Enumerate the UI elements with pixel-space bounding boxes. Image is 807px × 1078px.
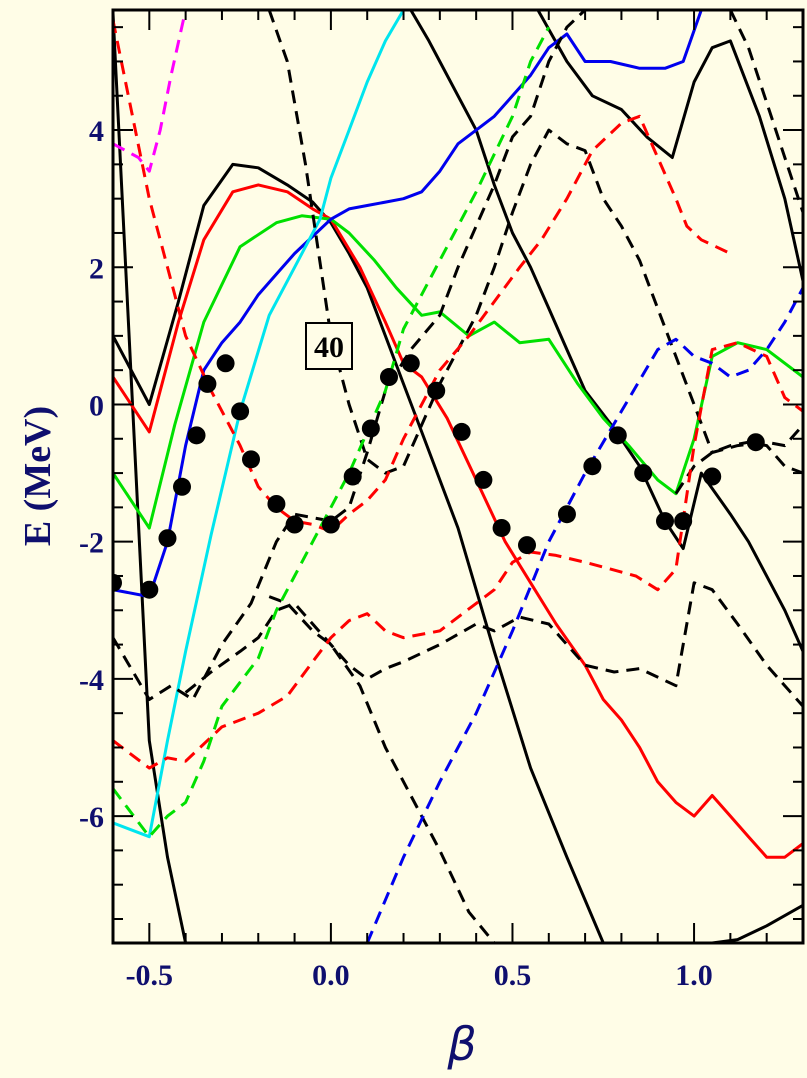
data-point-2 — [140, 580, 159, 599]
annotation-frame — [305, 322, 353, 370]
data-point-7 — [216, 354, 235, 373]
data-point-4 — [173, 477, 191, 496]
x-tick-label: 0.5 — [494, 959, 532, 992]
y-axis-label: E (MeV) — [17, 406, 59, 546]
dashed-level-line-10 — [113, 10, 188, 173]
y-tick-label: -6 — [79, 801, 104, 834]
solid-level-line-2 — [113, 162, 605, 943]
x-tick-label: -0.5 — [126, 959, 174, 992]
y-tick-label: 4 — [89, 115, 104, 148]
dashed-level-line-20 — [365, 287, 803, 943]
data-point-6 — [198, 374, 217, 393]
data-point-28 — [703, 467, 722, 486]
solid-level-line-4 — [536, 10, 803, 282]
plot-frame — [111, 8, 805, 945]
data-point-10 — [267, 494, 286, 513]
y-tick-label: -2 — [79, 527, 104, 560]
data-point-29 — [746, 433, 765, 452]
dashed-level-line-13 — [268, 595, 513, 943]
y-tick-label: 0 — [89, 389, 104, 422]
data-point-22 — [557, 505, 576, 524]
data-point-27 — [674, 512, 693, 531]
data-point-21 — [518, 536, 536, 555]
solid-level-line-3 — [409, 10, 803, 653]
axis-ticks: -6 -4 -2 0 2 4 -0.5 0.0 0.5 1.0 — [79, 10, 803, 992]
data-point-25 — [634, 464, 653, 483]
data-point-20 — [492, 518, 511, 537]
data-point-26 — [656, 512, 674, 531]
annotation-label: 40 — [314, 331, 344, 364]
data-point-1 — [113, 573, 122, 592]
x-axis-label: β — [446, 1017, 476, 1071]
solid-level-line-1 — [113, 13, 188, 943]
annotation-box: 40 — [305, 322, 353, 370]
dashed-level-line-14 — [267, 10, 803, 475]
data-point-19 — [474, 470, 493, 489]
data-point-8 — [231, 402, 250, 421]
data-point-17 — [427, 381, 446, 400]
y-tick-label: -4 — [79, 664, 104, 697]
data-point-15 — [380, 368, 398, 387]
data-point-9 — [242, 450, 260, 469]
plot-area — [113, 10, 803, 943]
data-point-23 — [583, 457, 602, 476]
data-point-5 — [187, 426, 206, 445]
x-tick-label: 1.0 — [675, 959, 713, 992]
data-point-18 — [452, 422, 471, 441]
data-point-11 — [285, 515, 304, 534]
data-point-24 — [608, 426, 627, 445]
dashed-level-line-17 — [113, 20, 732, 533]
x-tick-label: 0.0 — [312, 959, 350, 992]
solid-level-line-5 — [712, 903, 803, 943]
solid-level-line-8 — [113, 10, 703, 599]
dashed-level-line-15 — [674, 440, 803, 495]
solid-level-line-9 — [113, 10, 415, 839]
data-point-3 — [158, 529, 177, 548]
data-point-14 — [361, 419, 380, 438]
dashed-level-line-18 — [113, 341, 803, 770]
dashed-level-line-12 — [184, 581, 803, 708]
solid-level-line-6 — [113, 183, 803, 859]
dashed-level-line-16 — [729, 10, 803, 213]
data-point-13 — [343, 467, 362, 486]
data-point-16 — [401, 354, 420, 373]
y-tick-label: 2 — [89, 252, 104, 285]
data-point-12 — [321, 515, 340, 534]
dashed-level-line-19 — [113, 26, 551, 839]
